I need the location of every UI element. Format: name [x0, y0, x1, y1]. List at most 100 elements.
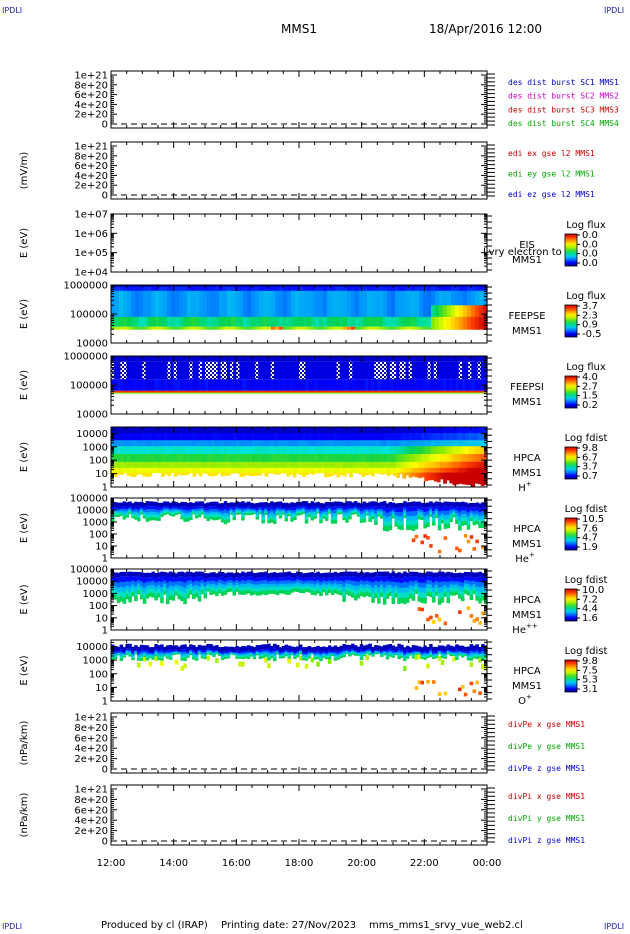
- heatmap-cell: [119, 649, 124, 653]
- heatmap-cell: [455, 361, 460, 380]
- heatmap-cell: [223, 520, 228, 525]
- heatmap-cell: [264, 461, 269, 469]
- heatmap-cell: [458, 610, 462, 615]
- heatmap-cell: [199, 290, 204, 318]
- heatmap-cell: [126, 461, 131, 469]
- heatmap-cell: [134, 514, 138, 518]
- heatmap-cell: [327, 583, 332, 587]
- heatmap-cell: [272, 655, 277, 659]
- heatmap-cell: [229, 511, 234, 514]
- heatmap-cell: [314, 440, 319, 447]
- heatmap-cell: [423, 285, 428, 288]
- heatmap-cell: [405, 446, 410, 455]
- heatmap-cell: [261, 356, 266, 362]
- heatmap-cell: [249, 583, 254, 589]
- heatmap-cell: [173, 446, 178, 455]
- heatmap-cell: [258, 509, 262, 512]
- heatmap-cell: [277, 454, 281, 463]
- heatmap-cell: [477, 427, 482, 434]
- heatmap-cell: [471, 379, 476, 391]
- heatmap-cell: [367, 286, 372, 292]
- heatmap-cell: [145, 501, 150, 506]
- heatmap-cell: [128, 648, 132, 651]
- heatmap-cell: [478, 576, 482, 583]
- heatmap-cell: [197, 576, 202, 582]
- heatmap-cell: [475, 502, 479, 508]
- heatmap-cell: [346, 454, 350, 463]
- heatmap-cell: [426, 536, 430, 540]
- heatmap-cell: [197, 649, 202, 652]
- heatmap-cell: [218, 654, 222, 656]
- heatmap-cell: [411, 467, 416, 474]
- heatmap-cell: [431, 305, 436, 317]
- heatmap-cell: [383, 316, 388, 327]
- heatmap-cell: [171, 506, 176, 509]
- heatmap-cell: [415, 326, 420, 330]
- heatmap-cell: [436, 467, 441, 474]
- heatmap-cell: [154, 361, 159, 380]
- heatmap-cell: [134, 511, 138, 515]
- heatmap-cell: [399, 326, 404, 330]
- heatmap-cell: [252, 433, 256, 441]
- heatmap-cell: [238, 506, 242, 509]
- heatmap-cell: [183, 461, 187, 469]
- heatmap-cell: [122, 506, 127, 510]
- heatmap-cell: [293, 512, 297, 516]
- heatmap-cell: [386, 433, 391, 441]
- heatmap-cell: [230, 446, 234, 455]
- heatmap-cell: [278, 577, 283, 581]
- heatmap-cell: [420, 572, 424, 578]
- heatmap-cell: [287, 587, 291, 592]
- heatmap-cell: [299, 580, 303, 584]
- heatmap-cell: [258, 511, 262, 514]
- heatmap-cell: [236, 440, 241, 447]
- heatmap-cell: [165, 507, 170, 510]
- heatmap-cell: [165, 645, 170, 651]
- heatmap-cell: [406, 577, 410, 584]
- heatmap-cell: [327, 454, 331, 463]
- heatmap-cell: [414, 501, 419, 507]
- heatmap-cell: [313, 507, 317, 510]
- heatmap-cell: [430, 446, 435, 455]
- heatmap-cell: [403, 512, 407, 516]
- heatmap-cell: [411, 461, 416, 469]
- heatmap-cell: [131, 286, 136, 292]
- heatmap-cell: [142, 427, 147, 434]
- heatmap-cell: [246, 579, 251, 584]
- heatmap-cell: [356, 514, 361, 517]
- heatmap-cell: [111, 467, 115, 474]
- heatmap-cell: [451, 316, 456, 330]
- heatmap-cell: [197, 644, 202, 650]
- heatmap-cell: [275, 286, 280, 292]
- heatmap-cell: [223, 581, 228, 586]
- heatmap-cell: [382, 571, 387, 577]
- heatmap-cell: [342, 461, 347, 469]
- heatmap-cell: [483, 316, 488, 330]
- heatmap-cell: [389, 427, 394, 434]
- heatmap-cell: [252, 511, 257, 514]
- heatmap-cell: [414, 515, 419, 521]
- heatmap-cell: [367, 454, 372, 463]
- heatmap-cell: [203, 512, 208, 515]
- heatmap-cell: [113, 590, 118, 596]
- heatmap-cell: [449, 361, 454, 380]
- heatmap-cell: [123, 290, 128, 318]
- heatmap-cell: [380, 433, 385, 441]
- heatmap-cell: [195, 461, 200, 469]
- heatmap-cell: [411, 316, 416, 327]
- heatmap-cell: [414, 571, 419, 577]
- heatmap-cell: [278, 656, 283, 659]
- colorbar: [564, 446, 578, 480]
- heatmap-cell: [307, 577, 312, 581]
- heatmap-cell: [333, 576, 338, 581]
- heatmap-cell: [418, 440, 422, 447]
- heatmap-cell: [461, 361, 466, 380]
- heatmap-cell: [446, 467, 450, 474]
- heatmap-cell: [417, 508, 422, 512]
- heatmap-cell: [411, 290, 416, 318]
- heatmap-cell: [230, 454, 234, 463]
- heatmap-cell: [151, 653, 155, 656]
- heatmap-cell: [359, 513, 364, 518]
- heatmap-cell: [305, 356, 309, 362]
- heatmap-cell: [397, 592, 401, 599]
